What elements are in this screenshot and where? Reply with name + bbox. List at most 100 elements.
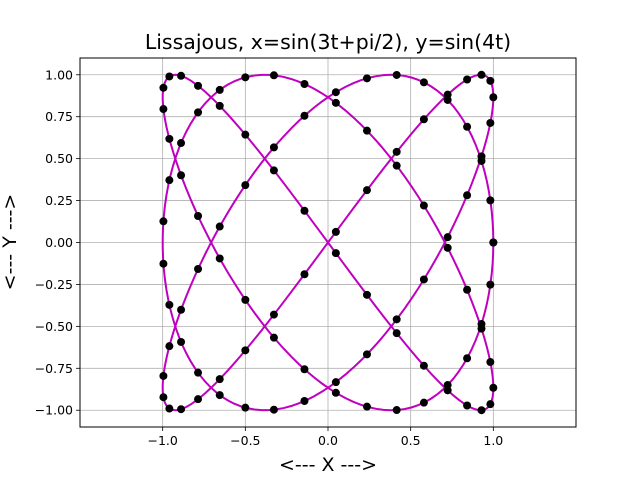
data-point-marker — [165, 134, 174, 143]
data-point-marker — [269, 405, 278, 414]
data-point-marker — [269, 310, 278, 319]
data-point-marker — [419, 115, 428, 124]
data-point-marker — [419, 398, 428, 407]
data-point-marker — [392, 161, 401, 170]
data-point-marker — [463, 191, 472, 200]
data-point-marker — [463, 285, 472, 294]
data-point-marker — [463, 75, 472, 84]
data-point-marker — [241, 346, 250, 355]
data-point-marker — [241, 181, 250, 190]
data-point-marker — [443, 90, 452, 99]
data-point-marker — [419, 78, 428, 87]
data-point-marker — [177, 71, 186, 80]
data-point-marker — [477, 406, 486, 415]
data-point-marker — [177, 405, 186, 414]
data-point-marker — [269, 333, 278, 342]
data-point-marker — [477, 320, 486, 329]
data-point-marker — [269, 71, 278, 80]
data-point-marker — [215, 222, 224, 231]
data-point-marker — [300, 365, 309, 374]
data-point-marker — [489, 238, 498, 247]
plot-data — [159, 70, 498, 415]
data-point-marker — [486, 118, 495, 127]
y-tick-label: −1.00 — [35, 403, 73, 418]
data-point-marker — [165, 404, 174, 413]
data-point-marker — [489, 93, 498, 102]
x-tick-label: 0.0 — [318, 433, 338, 448]
data-point-marker — [362, 126, 371, 135]
data-point-marker — [194, 211, 203, 220]
data-point-marker — [477, 70, 486, 79]
data-point-marker — [300, 397, 309, 406]
y-tick-label: 0.00 — [45, 235, 73, 250]
x-tick-label: −0.5 — [230, 433, 260, 448]
data-point-marker — [194, 81, 203, 90]
data-point-marker — [443, 233, 452, 242]
data-point-marker — [486, 76, 495, 85]
data-point-marker — [331, 378, 340, 387]
data-point-marker — [463, 122, 472, 131]
data-point-marker — [392, 147, 401, 156]
data-point-marker — [165, 176, 174, 185]
data-point-marker — [392, 329, 401, 338]
data-point-marker — [419, 275, 428, 284]
data-point-marker — [159, 393, 168, 402]
data-point-marker — [331, 388, 340, 397]
y-axis-ticks: −1.00 −0.75 −0.50 −0.25 0.00 0.25 0.50 0.75 1.00 — [35, 67, 80, 418]
data-point-marker — [215, 254, 224, 263]
x-axis-label: <--- X ---> — [279, 454, 377, 476]
chart-title: Lissajous, x=sin(3t+pi/2), y=sin(4t) — [145, 30, 511, 54]
y-tick-label: 1.00 — [45, 67, 73, 82]
data-point-marker — [241, 73, 250, 82]
data-point-marker — [392, 406, 401, 415]
data-point-marker — [331, 98, 340, 107]
y-axis-label: <--- Y ---> — [0, 194, 21, 291]
y-tick-label: −0.75 — [35, 361, 73, 376]
data-point-marker — [489, 383, 498, 392]
x-axis-ticks: −1.0 −0.5 0.0 0.5 1.0 — [147, 427, 503, 448]
data-point-marker — [463, 401, 472, 410]
data-point-marker — [215, 375, 224, 384]
data-point-marker — [269, 166, 278, 175]
data-point-marker — [486, 196, 495, 205]
data-point-marker — [392, 70, 401, 79]
y-tick-label: −0.50 — [35, 319, 73, 334]
data-point-marker — [331, 249, 340, 258]
data-point-marker — [159, 371, 168, 380]
data-point-marker — [159, 105, 168, 114]
data-point-marker — [215, 101, 224, 110]
data-point-marker — [362, 290, 371, 299]
data-point-marker — [159, 259, 168, 268]
data-point-marker — [194, 108, 203, 117]
data-point-marker — [177, 139, 186, 148]
data-point-marker — [194, 368, 203, 377]
data-point-marker — [486, 400, 495, 409]
data-point-marker — [165, 72, 174, 81]
data-point-marker — [300, 270, 309, 279]
data-point-marker — [241, 295, 250, 304]
data-point-marker — [362, 350, 371, 359]
data-point-marker — [215, 391, 224, 400]
data-point-marker — [269, 143, 278, 152]
data-point-marker — [419, 201, 428, 210]
data-point-marker — [177, 171, 186, 180]
data-point-marker — [194, 395, 203, 404]
y-tick-label: 0.25 — [45, 193, 73, 208]
data-point-marker — [477, 152, 486, 161]
data-point-marker — [443, 381, 452, 390]
y-tick-label: 0.50 — [45, 151, 73, 166]
data-point-marker — [177, 305, 186, 314]
data-point-marker — [362, 402, 371, 411]
data-point-marker — [392, 315, 401, 324]
data-point-marker — [300, 79, 309, 88]
data-point-marker — [300, 111, 309, 120]
data-point-marker — [362, 186, 371, 195]
data-point-marker — [241, 130, 250, 139]
y-tick-label: 0.75 — [45, 109, 73, 124]
data-point-marker — [165, 300, 174, 309]
x-tick-label: 0.5 — [401, 433, 421, 448]
data-point-marker — [300, 206, 309, 215]
data-point-marker — [241, 403, 250, 412]
